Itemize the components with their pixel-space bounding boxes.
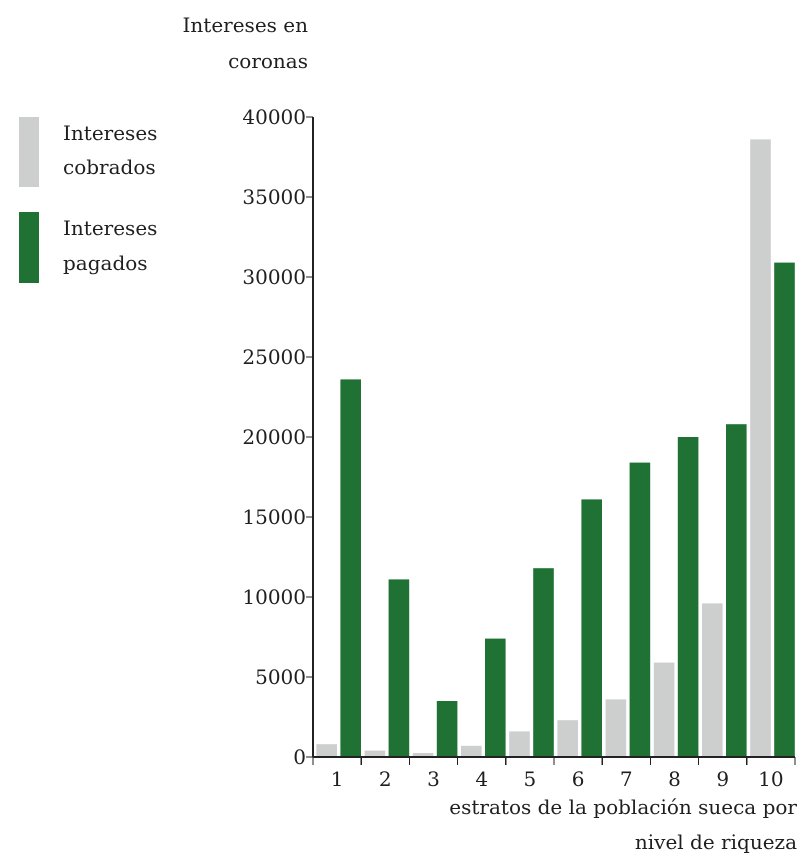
- y-axis-title-line-2: coronas: [228, 49, 308, 73]
- bar-intereses-cobrados-2: [364, 750, 386, 757]
- bar-intereses-cobrados-7: [605, 699, 627, 757]
- x-axis-title-line-2: nivel de riqueza: [635, 830, 797, 854]
- y-tick-label-35000: 35000: [242, 185, 306, 209]
- legend-label-intereses-pagados-line-2: pagados: [63, 251, 148, 275]
- x-tick-label-7: 7: [620, 767, 633, 791]
- y-tick-label-25000: 25000: [242, 345, 306, 369]
- bars: [316, 139, 795, 757]
- bar-intereses-cobrados-4: [461, 745, 482, 757]
- x-tick-label-10: 10: [758, 767, 783, 791]
- bar-intereses-cobrados-3: [412, 753, 434, 757]
- y-tick-label-0: 0: [293, 745, 306, 769]
- y-tick-label-30000: 30000: [242, 265, 306, 289]
- x-tick-label-2: 2: [379, 767, 392, 791]
- x-tick-label-6: 6: [572, 767, 585, 791]
- y-axis-title-line-1: Intereses en: [183, 13, 309, 37]
- x-tick-label-3: 3: [427, 767, 440, 791]
- x-axis-title: estratos de la población sueca por nivel…: [449, 795, 797, 854]
- bar-intereses-pagados-9: [726, 424, 747, 757]
- x-ticks: 1 2 3 4 5 6 7 8 9 10: [312, 757, 796, 791]
- bar-intereses-pagados-4: [485, 638, 506, 757]
- bar-intereses-pagados-6: [581, 499, 602, 757]
- x-tick-label-1: 1: [331, 767, 344, 791]
- bar-intereses-pagados-5: [533, 568, 554, 757]
- bar-intereses-pagados-3: [436, 701, 458, 757]
- legend-label-intereses-cobrados-line-1: Intereses: [63, 121, 157, 145]
- bar-intereses-pagados-8: [677, 437, 699, 757]
- x-tick-label-5: 5: [524, 767, 537, 791]
- y-axis-title: Intereses en coronas: [183, 13, 309, 73]
- bar-intereses-pagados-10: [774, 262, 795, 757]
- bar-intereses-cobrados-9: [702, 603, 723, 757]
- bar-intereses-pagados-2: [388, 579, 410, 757]
- legend-label-intereses-cobrados-line-2: cobrados: [63, 155, 156, 179]
- y-tick-label-10000: 10000: [242, 585, 306, 609]
- x-tick-label-8: 8: [668, 767, 681, 791]
- legend-label-intereses-pagados-line-1: Intereses: [63, 216, 157, 240]
- bar-intereses-cobrados-6: [557, 720, 578, 757]
- y-ticks: 0 5000 10000 15000 20000 25000 30000 35000 40000: [242, 105, 313, 769]
- y-tick-label-15000: 15000: [242, 505, 306, 529]
- bar-intereses-cobrados-5: [509, 731, 530, 757]
- y-tick-label-20000: 20000: [242, 425, 306, 449]
- x-tick-label-4: 4: [475, 767, 488, 791]
- legend-swatch-intereses-pagados: [19, 212, 39, 283]
- legend-swatch-intereses-cobrados: [19, 117, 39, 187]
- x-axis-title-line-1: estratos de la población sueca por: [449, 795, 797, 819]
- y-tick-label-5000: 5000: [255, 665, 306, 689]
- legend: Intereses cobrados Intereses pagados: [19, 117, 157, 283]
- bar-intereses-cobrados-10: [750, 139, 771, 757]
- bar-intereses-pagados-7: [629, 462, 651, 757]
- bar-intereses-cobrados-8: [653, 662, 675, 757]
- bar-intereses-pagados-1: [340, 379, 361, 757]
- bar-intereses-cobrados-1: [316, 744, 337, 757]
- x-tick-label-9: 9: [716, 767, 729, 791]
- y-tick-label-40000: 40000: [242, 105, 306, 129]
